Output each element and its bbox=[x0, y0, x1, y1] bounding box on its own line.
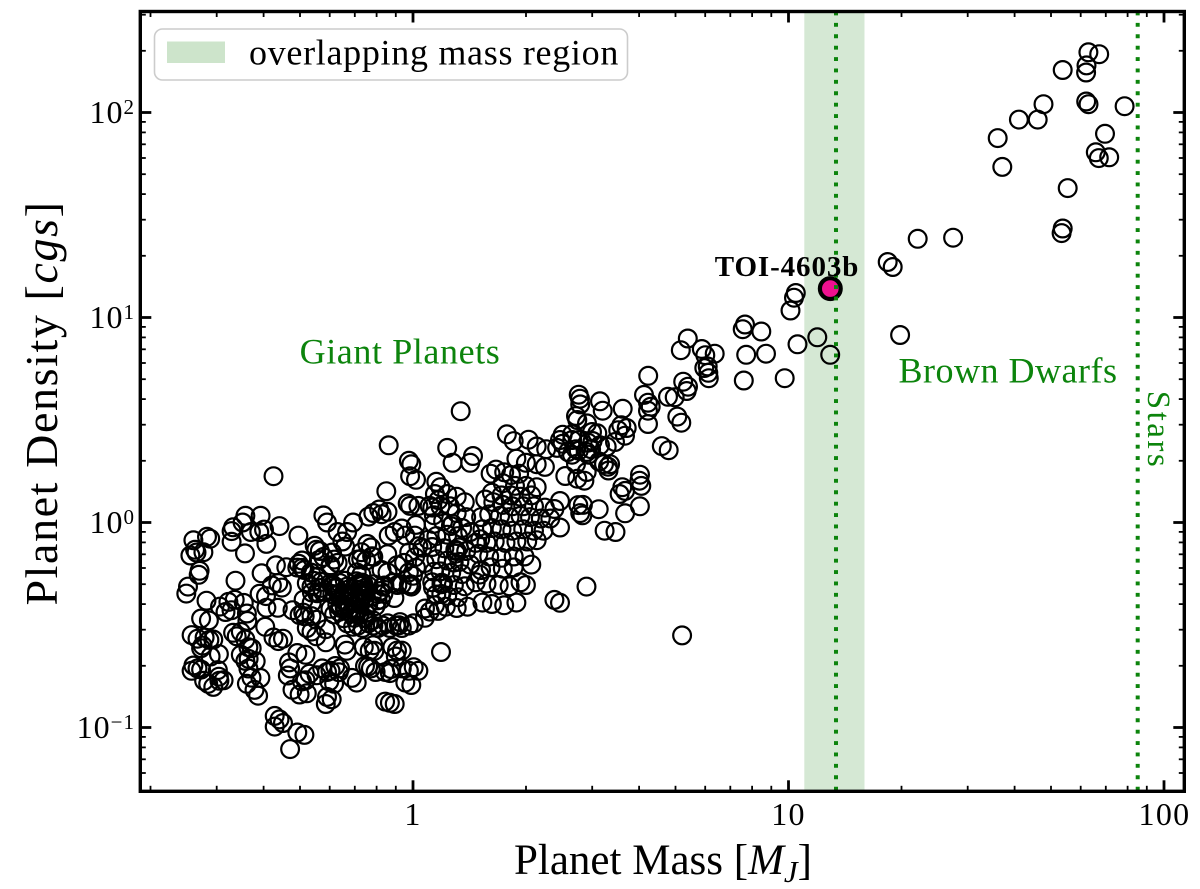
svg-text:10−1: 10−1 bbox=[77, 709, 135, 745]
svg-text:10: 10 bbox=[771, 796, 806, 832]
svg-text:Stars: Stars bbox=[1140, 391, 1176, 470]
svg-text:Giant Planets: Giant Planets bbox=[300, 332, 501, 372]
svg-text:Planet Mass [MJ]: Planet Mass [MJ] bbox=[514, 837, 812, 884]
svg-text:TOI-4603b: TOI-4603b bbox=[715, 251, 860, 283]
svg-text:Planet Density [cgs]: Planet Density [cgs] bbox=[16, 200, 67, 605]
svg-text:1: 1 bbox=[404, 796, 421, 832]
svg-text:overlapping mass region: overlapping mass region bbox=[249, 33, 619, 73]
svg-text:100: 100 bbox=[1139, 796, 1191, 832]
svg-text:Brown Dwarfs: Brown Dwarfs bbox=[899, 351, 1118, 391]
